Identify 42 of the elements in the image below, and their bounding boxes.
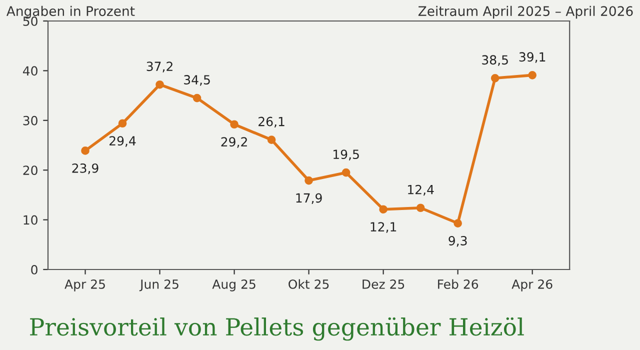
y-tick-label: 10	[24, 215, 38, 225]
data-label: 38,5	[482, 55, 508, 66]
x-tick-label: Apr 26	[512, 279, 552, 292]
y-tick-label: 30	[23, 116, 38, 126]
y-tick-label: 0	[31, 264, 38, 274]
point	[230, 120, 238, 129]
x-tick-label: Jun 25	[139, 279, 178, 292]
chart-subtitle: Zeitraum April 2025 – April 2026	[418, 6, 633, 19]
data-label: 29,4	[110, 136, 136, 147]
x-tick-label: Dez 25	[362, 279, 404, 289]
point	[342, 168, 350, 177]
point	[81, 146, 90, 155]
y-tick-label: 50	[23, 16, 38, 26]
point	[416, 204, 425, 212]
y-tick-label: 20	[23, 166, 38, 176]
data-label: 12,4	[408, 184, 434, 196]
data-label: 37,2	[146, 62, 172, 72]
point	[454, 219, 462, 228]
y-tick-label: 40	[22, 66, 38, 76]
y-axis-title: Angaben in Prozent	[6, 6, 135, 19]
data-label: 34,5	[184, 75, 210, 86]
point	[528, 71, 537, 80]
data-label: 23,9	[72, 163, 98, 174]
x-tick-label: Okt 25	[288, 279, 329, 289]
point	[267, 136, 276, 144]
x-tick-label: Aug 25	[212, 279, 256, 292]
point	[192, 94, 202, 102]
data-label: 39,1	[519, 52, 546, 63]
x-tick-label: Feb 26	[438, 279, 478, 289]
point	[156, 80, 164, 89]
point	[379, 205, 388, 214]
point	[490, 74, 500, 82]
data-label: 17,9	[296, 193, 322, 204]
data-label: 26,1	[258, 116, 284, 128]
point	[118, 119, 127, 128]
data-label: 9,3	[448, 236, 467, 247]
x-tick-label: Apr 25	[64, 279, 105, 292]
text: Preisvorteil von Pellets gegenüber Heizöl	[30, 317, 524, 341]
data-label: 29,2	[221, 137, 247, 148]
point	[304, 176, 313, 185]
data-label: 12,1	[370, 222, 396, 233]
data-label: 19,5	[334, 150, 359, 160]
